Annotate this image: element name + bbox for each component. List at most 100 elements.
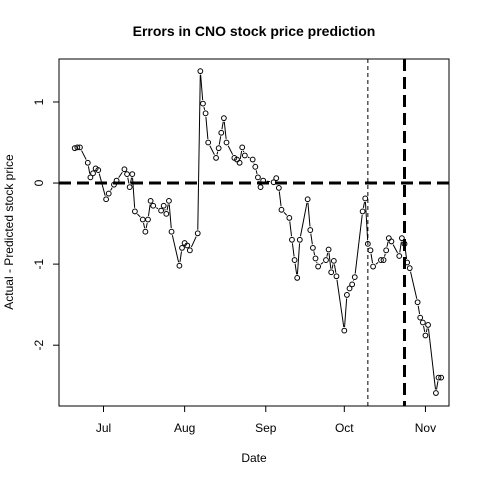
series-segment — [392, 244, 399, 254]
data-point — [362, 195, 369, 202]
series-segment — [386, 241, 389, 247]
data-point — [414, 299, 421, 306]
series-segment — [375, 261, 379, 265]
series-segment — [209, 145, 215, 155]
series-segment — [127, 177, 130, 184]
series-segment — [331, 264, 334, 269]
data-point — [255, 174, 261, 181]
chart-title: Errors in CNO stock price prediction — [133, 23, 376, 39]
data-point — [194, 230, 201, 237]
series-segment — [310, 233, 313, 245]
data-point — [359, 208, 366, 215]
data-point — [95, 167, 102, 173]
data-point — [294, 275, 301, 281]
data-point — [286, 215, 293, 221]
series-segment — [205, 116, 209, 139]
plot-frame — [58, 58, 450, 407]
data-point — [346, 285, 353, 292]
data-point — [383, 247, 390, 254]
data-point — [304, 196, 311, 203]
x-tick-label: Jul — [96, 421, 111, 435]
series-segment — [137, 213, 141, 218]
series-segment — [384, 253, 386, 257]
series-segment — [370, 253, 374, 264]
series-segment — [354, 214, 363, 274]
series-segment — [289, 221, 293, 237]
data-point — [126, 184, 133, 190]
data-point — [401, 240, 408, 247]
series-segment — [129, 177, 133, 184]
x-tick-label: Nov — [415, 421, 436, 435]
data-point — [349, 281, 356, 288]
data-point — [163, 210, 170, 217]
data-point — [145, 216, 151, 223]
y-tick-label: -1 — [32, 258, 46, 269]
series-segment — [266, 180, 271, 183]
data-point — [273, 175, 280, 182]
data-point — [406, 265, 413, 272]
data-point — [330, 257, 337, 264]
series-segment — [143, 222, 146, 229]
data-point — [260, 177, 267, 184]
series-segment — [417, 305, 421, 315]
data-point — [396, 253, 403, 259]
data-point — [105, 190, 112, 197]
series-segment — [110, 187, 113, 191]
series-segment — [283, 212, 288, 216]
x-tick-label: Sep — [255, 421, 277, 435]
data-point — [113, 177, 120, 184]
x-tick-label: Aug — [174, 421, 195, 435]
data-point — [291, 257, 298, 263]
series-segment — [223, 121, 227, 139]
data-point — [74, 144, 81, 151]
data-point — [364, 240, 371, 247]
data-point — [419, 319, 426, 326]
data-point — [289, 236, 295, 243]
data-point — [223, 139, 230, 146]
series-segment — [247, 156, 250, 159]
series-segment — [216, 151, 219, 155]
y-tick-label: 0 — [32, 179, 46, 186]
y-tick-label: 1 — [32, 98, 46, 105]
series-segment — [197, 74, 201, 230]
reference-lines — [59, 59, 449, 406]
data-point — [417, 314, 424, 321]
data-point — [275, 185, 282, 191]
data-point — [168, 228, 175, 235]
series-segment — [326, 252, 329, 257]
data-point — [351, 274, 358, 280]
data-point — [179, 245, 185, 251]
data-point — [312, 255, 319, 262]
data-point — [150, 202, 157, 209]
data-point — [425, 322, 431, 328]
series-segment — [425, 328, 428, 333]
series-segment — [179, 251, 182, 263]
series-segment — [203, 106, 206, 110]
data-point — [249, 156, 256, 163]
data-point — [435, 374, 442, 381]
data-point — [236, 159, 243, 166]
series-segment — [436, 381, 439, 390]
data-point — [84, 159, 91, 166]
data-point — [103, 196, 110, 203]
series-segment — [171, 235, 180, 263]
data-point — [433, 390, 439, 396]
data-point — [257, 184, 264, 190]
data-point — [132, 208, 138, 215]
series-segment — [294, 263, 298, 275]
data-point — [307, 227, 314, 233]
series-segment — [410, 271, 418, 299]
data-point — [325, 246, 332, 253]
data-point — [186, 247, 193, 254]
data-point — [124, 171, 130, 178]
series-segment — [166, 204, 169, 211]
data-point — [252, 163, 259, 170]
data-point — [388, 238, 395, 245]
series-layer — [71, 68, 445, 396]
data-point — [205, 139, 212, 146]
series-segment — [218, 136, 222, 145]
data-point — [398, 235, 405, 242]
data-point — [220, 115, 227, 122]
data-point — [380, 257, 387, 263]
